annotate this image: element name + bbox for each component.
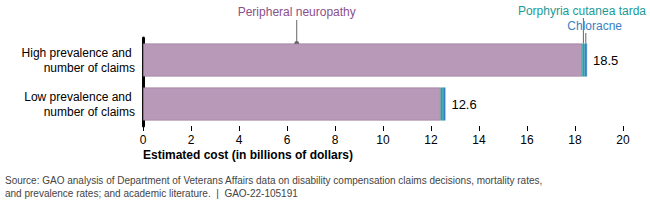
svg-text:number of claims: number of claims: [44, 61, 135, 75]
svg-text:Porphyria cutanea tarda: Porphyria cutanea tarda: [518, 4, 646, 18]
svg-text:and prevalence rates; and acad: and prevalence rates; and academic liter…: [5, 188, 298, 199]
svg-text:4: 4: [236, 133, 243, 147]
svg-text:High prevalence and: High prevalence and: [22, 46, 135, 60]
svg-text:Low prevalence and: Low prevalence and: [24, 90, 135, 104]
svg-text:0: 0: [140, 133, 147, 147]
svg-text:10: 10: [376, 133, 390, 147]
svg-text:18.5: 18.5: [593, 53, 618, 68]
svg-text:Chloracne: Chloracne: [567, 19, 622, 33]
svg-text:8: 8: [332, 133, 339, 147]
svg-text:Source: GAO analysis of Depart: Source: GAO analysis of Department of Ve…: [5, 175, 542, 186]
svg-text:18: 18: [568, 133, 582, 147]
svg-text:14: 14: [472, 133, 486, 147]
svg-text:16: 16: [520, 133, 534, 147]
svg-text:12.6: 12.6: [451, 97, 476, 112]
svg-text:2: 2: [188, 133, 195, 147]
svg-text:Peripheral neuropathy: Peripheral neuropathy: [238, 5, 356, 19]
svg-text:Estimated cost (in billions of: Estimated cost (in billions of dollars): [143, 148, 353, 162]
svg-text:20: 20: [616, 133, 630, 147]
svg-text:6: 6: [284, 133, 291, 147]
svg-text:12: 12: [424, 133, 438, 147]
svg-text:number of claims: number of claims: [44, 105, 135, 119]
